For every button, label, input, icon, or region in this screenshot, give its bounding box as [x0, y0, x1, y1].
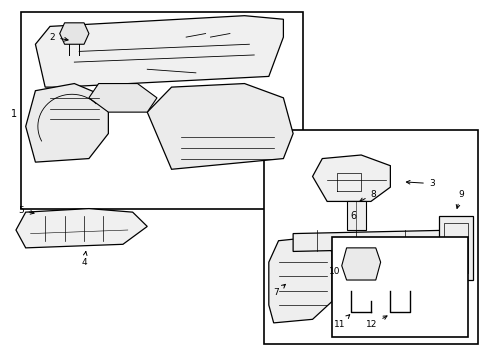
Polygon shape — [292, 230, 458, 251]
Text: 4: 4 — [81, 252, 87, 267]
Polygon shape — [312, 155, 389, 202]
Polygon shape — [341, 248, 380, 280]
Polygon shape — [147, 84, 292, 169]
Bar — [331, 237, 467, 337]
Polygon shape — [16, 208, 147, 248]
Bar — [264, 130, 477, 344]
Polygon shape — [60, 23, 89, 44]
Text: 2: 2 — [49, 33, 68, 42]
Polygon shape — [346, 202, 366, 230]
Text: 10: 10 — [328, 267, 340, 276]
Text: 3: 3 — [406, 179, 434, 188]
Polygon shape — [438, 216, 472, 280]
Text: 11: 11 — [333, 315, 349, 329]
Polygon shape — [26, 84, 108, 162]
Text: 6: 6 — [350, 211, 356, 221]
Text: 12: 12 — [366, 316, 386, 329]
Bar — [21, 12, 302, 208]
Text: 1: 1 — [10, 109, 17, 119]
Text: 9: 9 — [455, 190, 463, 208]
Text: 7: 7 — [273, 284, 285, 297]
Polygon shape — [89, 84, 157, 112]
Polygon shape — [35, 16, 283, 87]
Text: 8: 8 — [359, 190, 375, 202]
Text: 5: 5 — [18, 206, 34, 215]
Polygon shape — [268, 237, 331, 323]
